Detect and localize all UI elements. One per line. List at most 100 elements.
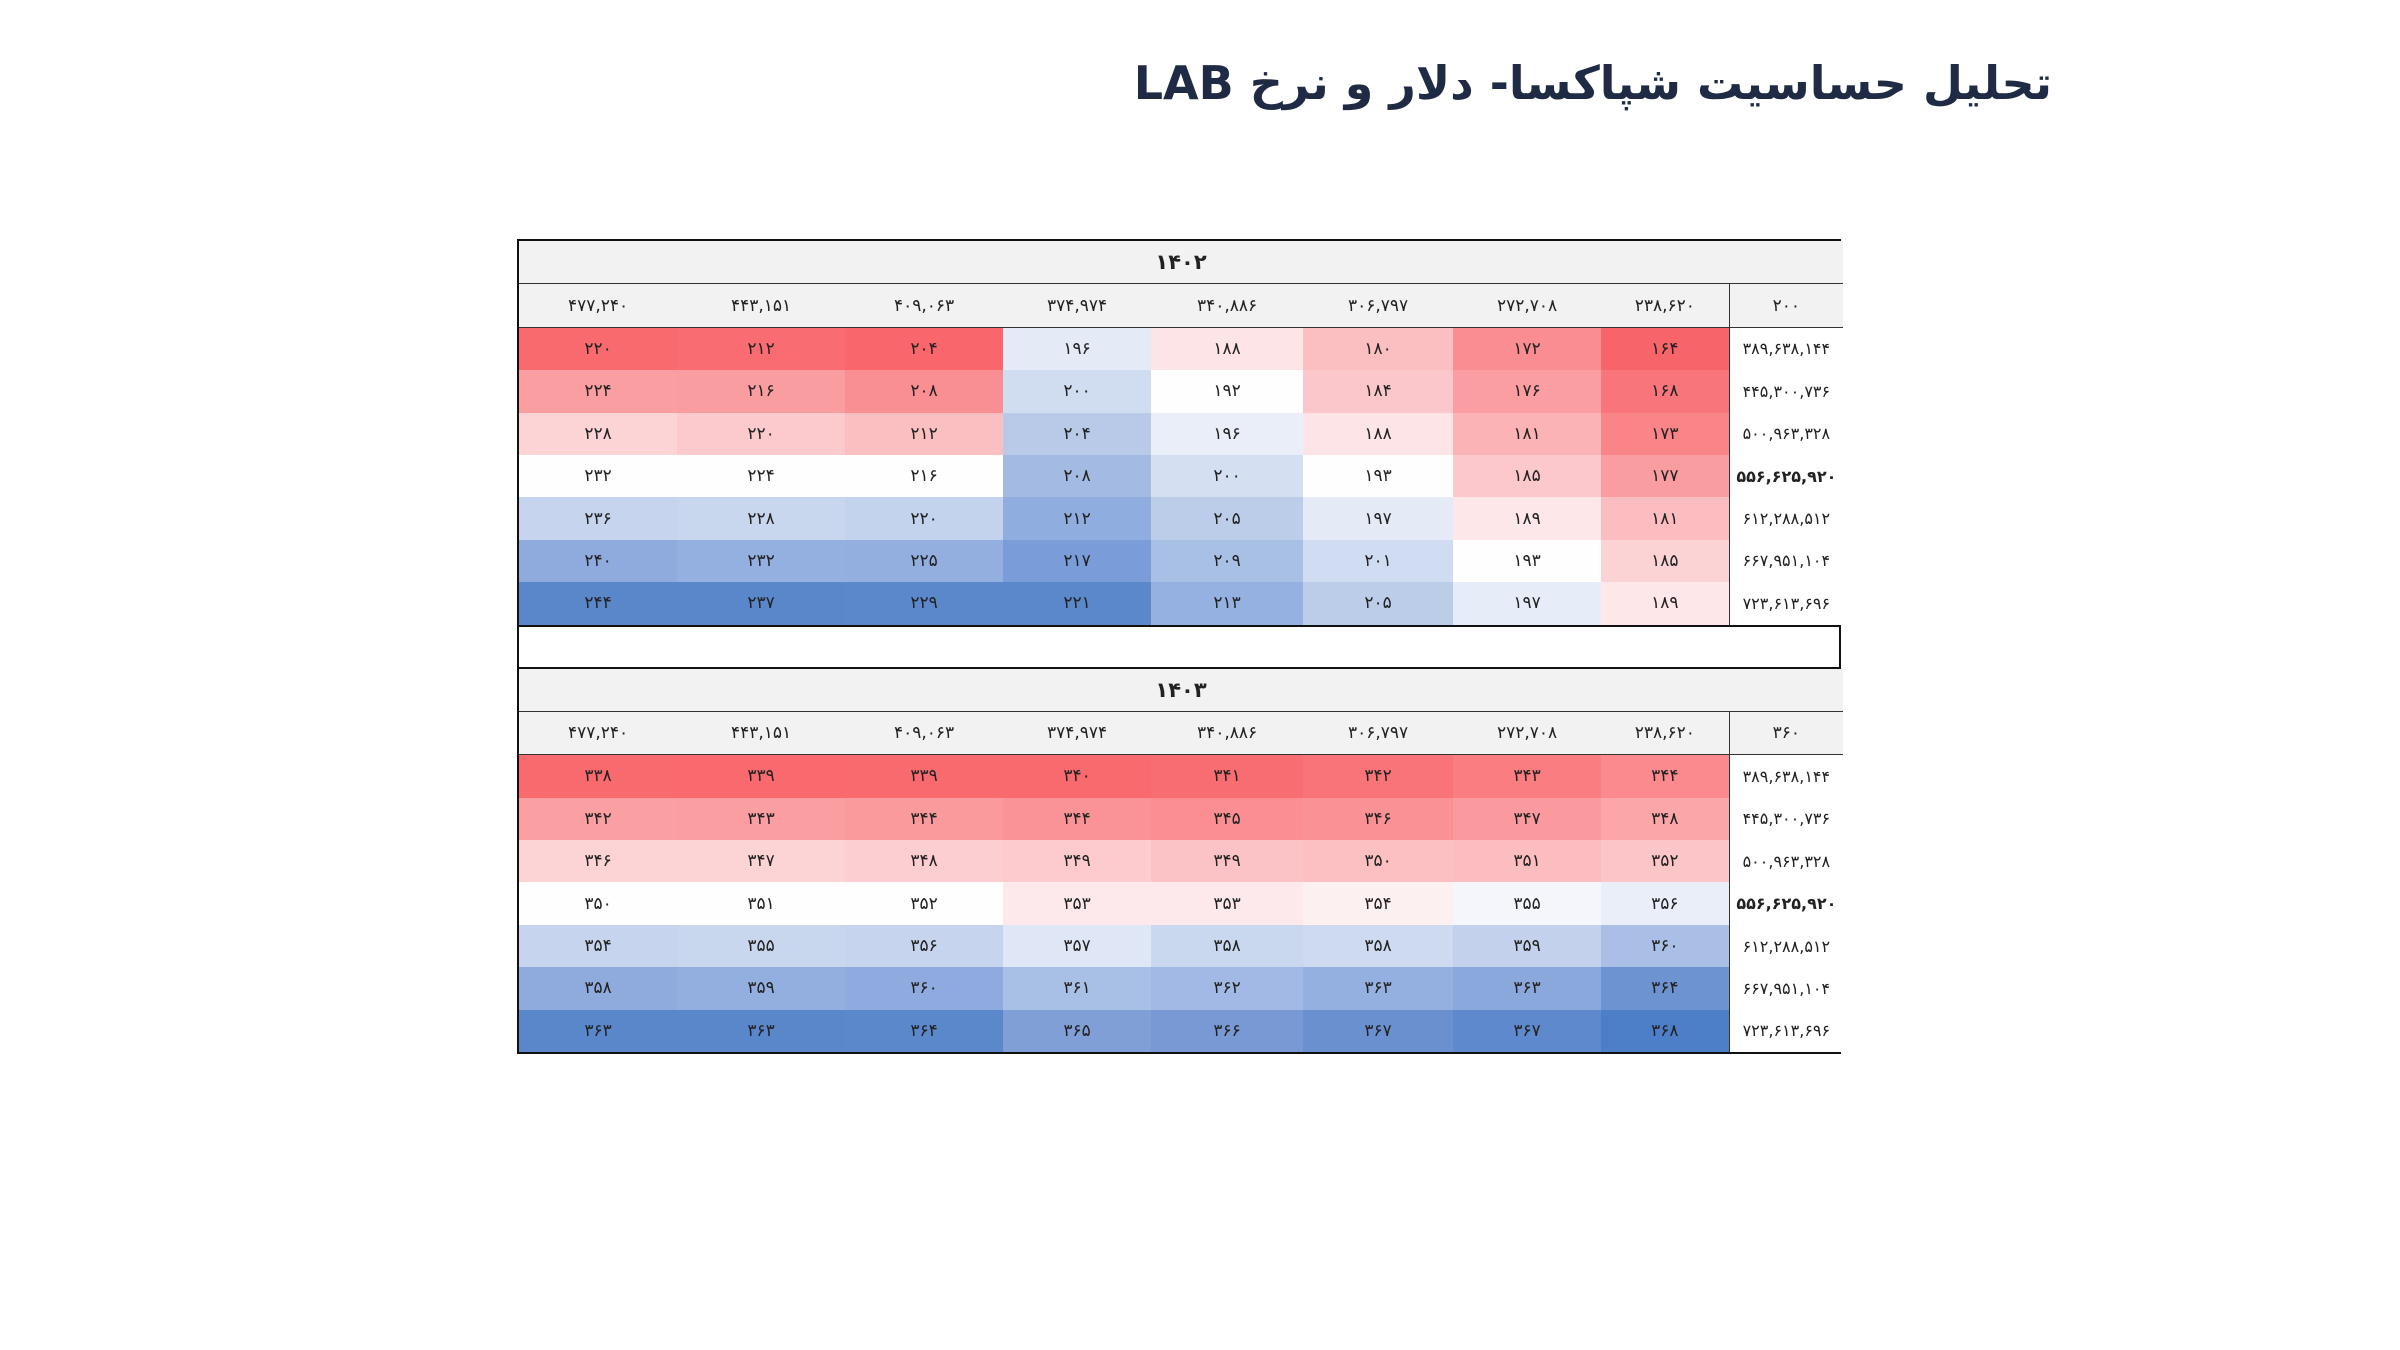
value-cell: ۳۴۲ [1303, 754, 1454, 798]
value-cell: ۲۰۵ [1151, 497, 1304, 540]
column-header: ۴۷۷,۲۴۰ [519, 711, 678, 756]
sensitivity-grid: ۱۴۰۲ ۲۰۰ ۲۳۸,۶۲۰ ۲۷۲,۷۰۸ ۳۰۶,۷۹۷ ۳۴۰,۸۸۶ ۳۷۴,۹… [519, 241, 1844, 625]
column-header: ۴۰۹,۰۶۳ [845, 283, 1004, 328]
column-header: ۳۷۴,۹۷۴ [1003, 283, 1152, 328]
sensitivity-table-1: ۱۴۰۲ ۲۰۰ ۲۳۸,۶۲۰ ۲۷۲,۷۰۸ ۳۰۶,۷۹۷ ۳۴۰,۸۸۶ ۳۷۴,۹… [517, 239, 1844, 627]
year-header: ۱۴۰۳ [519, 668, 1844, 712]
corner-cell: ۲۰۰ [1728, 283, 1844, 328]
value-cell: ۲۰۹ [1151, 539, 1304, 583]
row-header: ۵۰۰,۹۶۳,۳۲۸ [1728, 412, 1844, 455]
row-header: ۶۶۷,۹۵۱,۱۰۴ [1728, 967, 1844, 1010]
sensitivity-table-2: ۱۴۰۳ ۳۶۰ ۲۳۸,۶۲۰ ۲۷۲,۷۰۸ ۳۰۶,۷۹۷ ۳۴۰,۸۸۶ ۳۷۴,۹… [517, 666, 1844, 1055]
value-cell: ۳۵۰ [1303, 840, 1454, 883]
value-cell: ۱۸۹ [1453, 497, 1602, 540]
value-cell: ۳۶۶ [1151, 1009, 1304, 1053]
value-cell: ۲۰۸ [1003, 454, 1152, 498]
value-cell: ۱۸۸ [1151, 327, 1304, 371]
value-cell: ۱۷۳ [1601, 412, 1730, 455]
row-header: ۳۸۹,۶۳۸,۱۴۴ [1728, 754, 1844, 798]
table-row: ۶۶۷,۹۵۱,۱۰۴ ۱۸۵ ۱۹۳ ۲۰۱ ۲۰۹ ۲۱۷ ۲۲۵ ۲۳۲ ۲۴۰ [519, 539, 1844, 583]
value-cell: ۳۴۶ [1303, 797, 1454, 841]
value-cell: ۳۵۴ [1303, 882, 1454, 925]
column-header: ۲۳۸,۶۲۰ [1601, 283, 1730, 328]
value-cell: ۱۷۷ [1601, 454, 1730, 498]
value-cell: ۱۷۲ [1453, 327, 1602, 371]
value-cell: ۳۵۱ [677, 882, 846, 925]
value-cell: ۲۲۰ [519, 327, 678, 371]
value-cell: ۳۴۷ [677, 840, 846, 883]
value-cell: ۱۷۶ [1453, 370, 1602, 413]
value-cell: ۱۹۷ [1303, 497, 1454, 540]
value-cell: ۲۲۰ [845, 497, 1004, 540]
year-row: ۱۴۰۲ [519, 241, 1844, 285]
value-cell: ۳۴۸ [1601, 797, 1730, 841]
value-cell: ۳۵۳ [1151, 882, 1304, 925]
value-cell: ۳۵۷ [1003, 924, 1152, 968]
value-cell: ۱۶۸ [1601, 370, 1730, 413]
table-row: ۵۵۶,۶۲۵,۹۲۰ ۱۷۷ ۱۸۵ ۱۹۳ ۲۰۰ ۲۰۸ ۲۱۶ ۲۲۴ ۲۳۲ [519, 454, 1844, 498]
row-header: ۵۵۶,۶۲۵,۹۲۰ [1728, 882, 1844, 925]
value-cell: ۳۶۰ [1601, 924, 1730, 968]
value-cell: ۳۵۰ [519, 882, 678, 925]
column-header: ۳۴۰,۸۸۶ [1151, 711, 1304, 756]
value-cell: ۳۶۳ [1303, 967, 1454, 1010]
value-cell: ۳۶۸ [1601, 1009, 1730, 1053]
value-cell: ۲۱۲ [1003, 497, 1152, 540]
row-header: ۶۱۲,۲۸۸,۵۱۲ [1728, 497, 1844, 540]
value-cell: ۳۶۵ [1003, 1009, 1152, 1053]
value-cell: ۲۱۶ [677, 370, 846, 413]
value-cell: ۳۴۴ [845, 797, 1004, 841]
row-header: ۷۲۳,۶۱۳,۶۹۶ [1728, 1009, 1844, 1053]
value-cell: ۳۵۵ [677, 924, 846, 968]
value-cell: ۲۲۱ [1003, 582, 1152, 625]
row-header: ۴۴۵,۳۰۰,۷۳۶ [1728, 370, 1844, 413]
value-cell: ۳۶۴ [1601, 967, 1730, 1010]
value-cell: ۱۸۱ [1453, 412, 1602, 455]
year-header: ۱۴۰۲ [519, 241, 1844, 285]
table-row: ۴۴۵,۳۰۰,۷۳۶ ۳۴۸ ۳۴۷ ۳۴۶ ۳۴۵ ۳۴۴ ۳۴۴ ۳۴۳ ۳۴۲ [519, 797, 1844, 841]
value-cell: ۲۱۷ [1003, 539, 1152, 583]
value-cell: ۲۲۵ [845, 539, 1004, 583]
column-header-row: ۳۶۰ ۲۳۸,۶۲۰ ۲۷۲,۷۰۸ ۳۰۶,۷۹۷ ۳۴۰,۸۸۶ ۳۷۴,۹۷۴ ۴۰… [519, 711, 1844, 756]
year-row: ۱۴۰۳ [519, 668, 1844, 712]
value-cell: ۳۶۴ [845, 1009, 1004, 1053]
value-cell: ۲۲۴ [519, 370, 678, 413]
value-cell: ۲۰۴ [1003, 412, 1152, 455]
table-row: ۶۱۲,۲۸۸,۵۱۲ ۳۶۰ ۳۵۹ ۳۵۸ ۳۵۸ ۳۵۷ ۳۵۶ ۳۵۵ ۳۵۴ [519, 924, 1844, 968]
value-cell: ۱۸۹ [1601, 582, 1730, 625]
value-cell: ۱۸۸ [1303, 412, 1454, 455]
value-cell: ۳۴۱ [1151, 754, 1304, 798]
row-header: ۵۵۶,۶۲۵,۹۲۰ [1728, 454, 1844, 498]
value-cell: ۲۰۵ [1303, 582, 1454, 625]
value-cell: ۱۹۶ [1151, 412, 1304, 455]
column-header: ۲۳۸,۶۲۰ [1601, 711, 1730, 756]
value-cell: ۲۳۲ [519, 454, 678, 498]
value-cell: ۳۴۹ [1151, 840, 1304, 883]
value-cell: ۳۵۴ [519, 924, 678, 968]
value-cell: ۳۴۰ [1003, 754, 1152, 798]
value-cell: ۳۴۳ [677, 797, 846, 841]
sensitivity-tables: ۱۴۰۲ ۲۰۰ ۲۳۸,۶۲۰ ۲۷۲,۷۰۸ ۳۰۶,۷۹۷ ۳۴۰,۸۸۶ ۳۷۴,۹… [517, 239, 1844, 1055]
value-cell: ۱۸۱ [1601, 497, 1730, 540]
value-cell: ۳۵۸ [519, 967, 678, 1010]
value-cell: ۳۶۰ [845, 967, 1004, 1010]
column-header: ۲۷۲,۷۰۸ [1453, 711, 1602, 756]
value-cell: ۱۹۳ [1303, 454, 1454, 498]
value-cell: ۳۵۸ [1303, 924, 1454, 968]
row-header: ۶۶۷,۹۵۱,۱۰۴ [1728, 539, 1844, 583]
value-cell: ۳۴۴ [1003, 797, 1152, 841]
column-header: ۳۷۴,۹۷۴ [1003, 711, 1152, 756]
value-cell: ۱۶۴ [1601, 327, 1730, 371]
column-header: ۴۰۹,۰۶۳ [845, 711, 1004, 756]
value-cell: ۳۶۳ [1453, 967, 1602, 1010]
value-cell: ۳۳۸ [519, 754, 678, 798]
value-cell: ۳۳۹ [845, 754, 1004, 798]
value-cell: ۳۳۹ [677, 754, 846, 798]
value-cell: ۲۰۴ [845, 327, 1004, 371]
value-cell: ۲۳۶ [519, 497, 678, 540]
row-header: ۵۰۰,۹۶۳,۳۲۸ [1728, 840, 1844, 883]
table-gap [517, 626, 1841, 667]
row-header: ۶۱۲,۲۸۸,۵۱۲ [1728, 924, 1844, 968]
value-cell: ۲۱۶ [845, 454, 1004, 498]
value-cell: ۳۴۴ [1601, 754, 1730, 798]
